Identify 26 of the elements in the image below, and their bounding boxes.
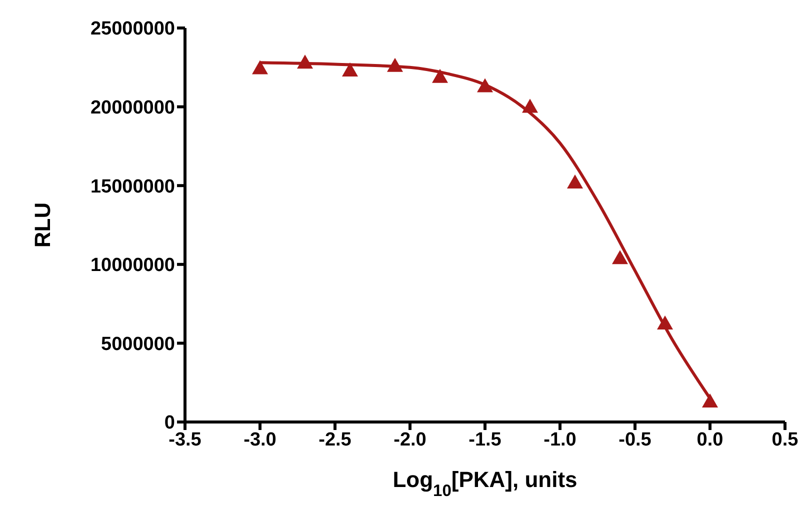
- point: [702, 394, 718, 408]
- y-tick-label: 5000000: [101, 334, 175, 355]
- point: [522, 98, 538, 113]
- point: [252, 60, 268, 74]
- y-tick-label: 25000000: [90, 18, 175, 40]
- point: [612, 250, 628, 264]
- x-tick-label: -2.0: [394, 429, 426, 450]
- point: [477, 78, 493, 92]
- x-tick-label: -1.0: [544, 429, 576, 450]
- point: [567, 174, 583, 188]
- y-axis-title: RLU: [30, 202, 55, 248]
- x-axis-title: Log$_{10}$[PKA], units: [392, 467, 578, 500]
- x-tick-label: -3.0: [244, 429, 276, 450]
- point: [342, 62, 358, 77]
- point: [387, 58, 403, 72]
- point: [432, 68, 448, 83]
- x-tick-label: -1.5: [468, 429, 502, 450]
- y-tick-label: 15000000: [90, 176, 175, 198]
- x-tick-label: 0.5: [772, 429, 799, 450]
- point: [297, 54, 313, 69]
- point: [657, 316, 673, 330]
- x-tick-label: -0.5: [618, 429, 652, 450]
- y-tick-label: 20000000: [90, 98, 175, 119]
- y-tick-label: 10000000: [90, 255, 175, 276]
- x-tick-label: 0.0: [696, 429, 724, 450]
- x-tick-label: -2.5: [318, 429, 352, 450]
